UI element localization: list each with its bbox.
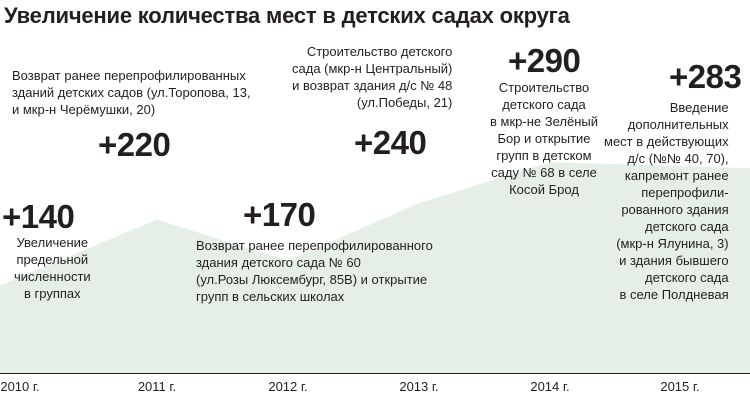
x-tick-2013: 2013 г. <box>399 379 439 394</box>
value-label-2012: +170 <box>243 196 316 233</box>
chart-title: Увеличение количества мест в детских сад… <box>4 3 570 28</box>
x-tick-2015: 2015 г. <box>660 379 700 394</box>
value-label-2010: +140 <box>2 198 75 235</box>
value-label-2014: +290 <box>508 42 581 79</box>
x-tick-2011: 2011 г. <box>137 379 177 394</box>
x-tick-2014: 2014 г. <box>530 379 570 394</box>
annotation-2015: Введение дополнительных мест в действующ… <box>604 100 729 302</box>
annotation-2014: Строительство детского сада в мкр-не Зел… <box>490 80 598 197</box>
annotation-2010: Увеличение предельной численности в груп… <box>14 235 91 301</box>
x-axis-line <box>0 373 750 374</box>
value-label-2011: +220 <box>98 126 171 163</box>
annotation-2012: Возврат ранее перепрофилированного здани… <box>196 238 433 304</box>
value-label-2013: +240 <box>354 124 427 161</box>
annotation-2011: Возврат ранее перепрофилированных зданий… <box>12 68 251 117</box>
area-series <box>0 162 750 373</box>
value-label-2015: +283 <box>669 58 742 95</box>
annotation-2013: Строительство детского сада (мкр-н Центр… <box>292 44 453 110</box>
x-tick-2010: 2010 г. <box>0 379 40 394</box>
x-tick-2012: 2012 г. <box>268 379 308 394</box>
